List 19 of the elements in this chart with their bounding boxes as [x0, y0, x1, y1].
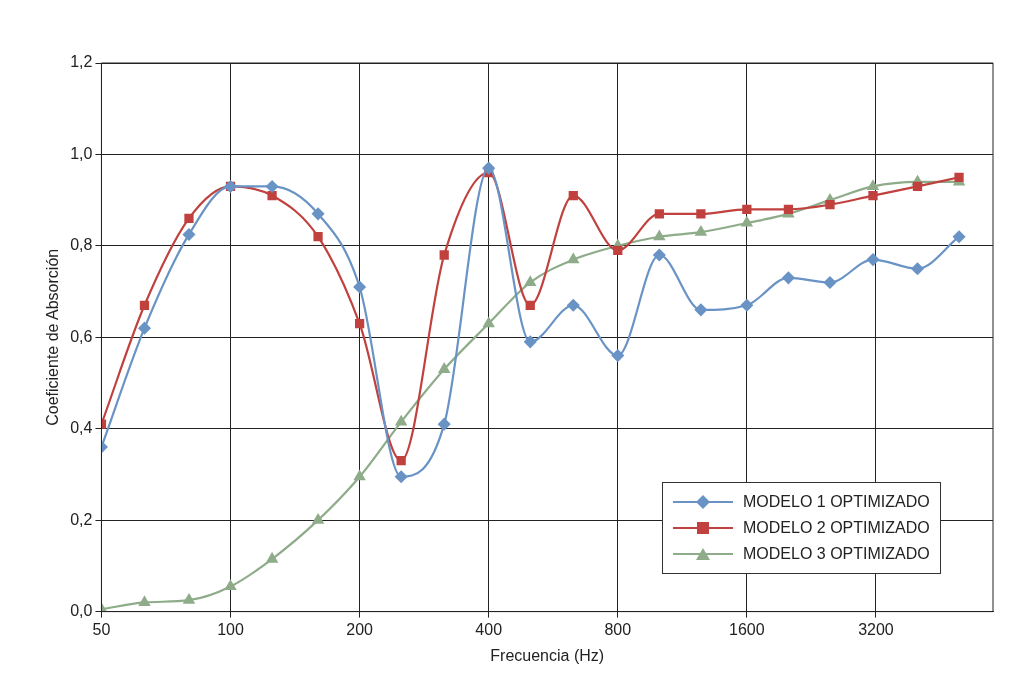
- x-tick-label: 3200: [858, 620, 894, 638]
- y-axis-title: Coeficiente de Absorción: [44, 248, 62, 426]
- y-tick-label: 0,4: [70, 419, 93, 437]
- y-tick-label: 1,0: [70, 144, 93, 162]
- x-tick-label: 1600: [729, 620, 765, 638]
- y-tick-label: 0,0: [70, 602, 93, 620]
- x-tick-label: 200: [346, 620, 374, 638]
- x-tick-label: 800: [604, 620, 632, 638]
- legend-label: MODELO 3 OPTIMIZADO: [743, 544, 930, 563]
- x-tick-label: 400: [475, 620, 503, 638]
- y-tick-label: 0,6: [70, 327, 93, 345]
- x-tick-label: 100: [217, 620, 244, 638]
- y-tick-label: 0,8: [70, 236, 93, 254]
- legend-label: MODELO 1 OPTIMIZADO: [743, 492, 930, 511]
- legend-label: MODELO 2 OPTIMIZADO: [743, 518, 930, 537]
- x-axis-title: Frecuencia (Hz): [490, 646, 605, 664]
- y-tick-label: 1,2: [70, 53, 93, 71]
- x-tick-label: 50: [92, 620, 111, 638]
- y-tick-label: 0,2: [70, 510, 93, 528]
